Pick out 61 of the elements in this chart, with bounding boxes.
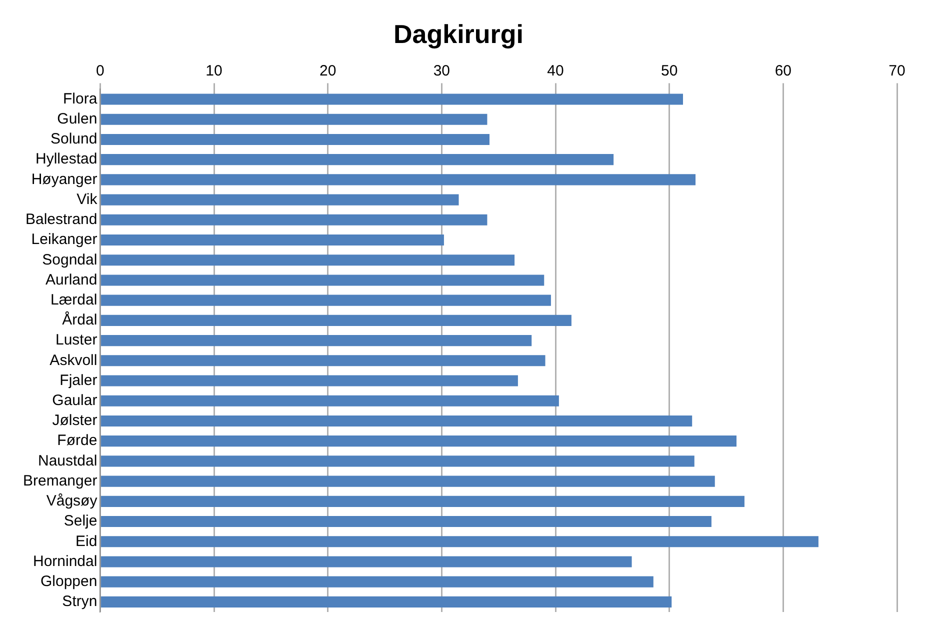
bar [100,174,696,186]
y-tick-label: Naustdal [38,452,98,470]
x-tick-label: 50 [661,62,678,80]
y-tick-label: Førde [57,432,98,450]
bar [100,355,546,366]
x-tick-label: 60 [774,62,792,80]
bar [100,234,444,246]
bar [100,194,459,206]
bar [100,335,532,346]
bar [100,395,559,406]
x-tick-label: 0 [96,62,104,80]
x-tick-label: 70 [888,62,906,80]
y-tick-label: Vågsøy [46,492,98,510]
bar [100,476,715,487]
y-tick-label: Luster [56,332,98,349]
x-tick-label: 40 [547,62,564,80]
y-tick-label: Selje [64,512,98,530]
bar [100,516,712,528]
x-tick-label: 20 [320,62,336,80]
y-tick-label: Flora [63,90,98,108]
y-tick-label: Eid [76,532,98,550]
y-tick-label: Sogndal [42,251,98,268]
y-tick-label: Jølster [52,412,98,430]
x-tick-label: 30 [433,62,450,80]
y-tick-label: Fjaler [60,372,98,389]
bar [100,375,518,386]
y-tick-label: Hornindal [32,552,98,570]
y-tick-label: Hyllestad [36,150,98,168]
bar [100,94,684,105]
bar [100,436,736,447]
y-tick-label: Solund [50,130,98,148]
bar [100,314,572,326]
y-tick-label: Balestrand [25,211,98,228]
y-tick-label: Årdal [62,310,98,329]
y-tick-label: Aurland [46,271,98,288]
bar [100,596,672,608]
bar [100,154,614,166]
y-tick-label: Bremanger [23,472,98,490]
y-tick-label: Stryn [62,593,98,610]
y-tick-label: Askvoll [50,352,98,369]
y-tick-label: Gaular [52,392,98,410]
bar [100,496,744,507]
bar [100,556,632,568]
bar [100,294,551,306]
bar [100,214,488,226]
bar [100,114,488,125]
y-tick-label: Vik [76,190,98,208]
y-tick-label: Lærdal [50,291,98,308]
bar [100,415,692,427]
y-tick-label: Gulen [57,110,98,128]
bar [100,274,544,286]
y-tick-label: Leikanger [31,231,98,248]
y-tick-label: Høyanger [31,170,98,188]
chart-title: Dagkirurgi [393,18,524,49]
y-tick-label: Gloppen [40,572,98,590]
bar [100,576,654,588]
bar [100,456,694,467]
bar [100,134,490,145]
bar [100,254,515,266]
bar [100,536,818,548]
x-tick-label: 10 [206,62,222,80]
